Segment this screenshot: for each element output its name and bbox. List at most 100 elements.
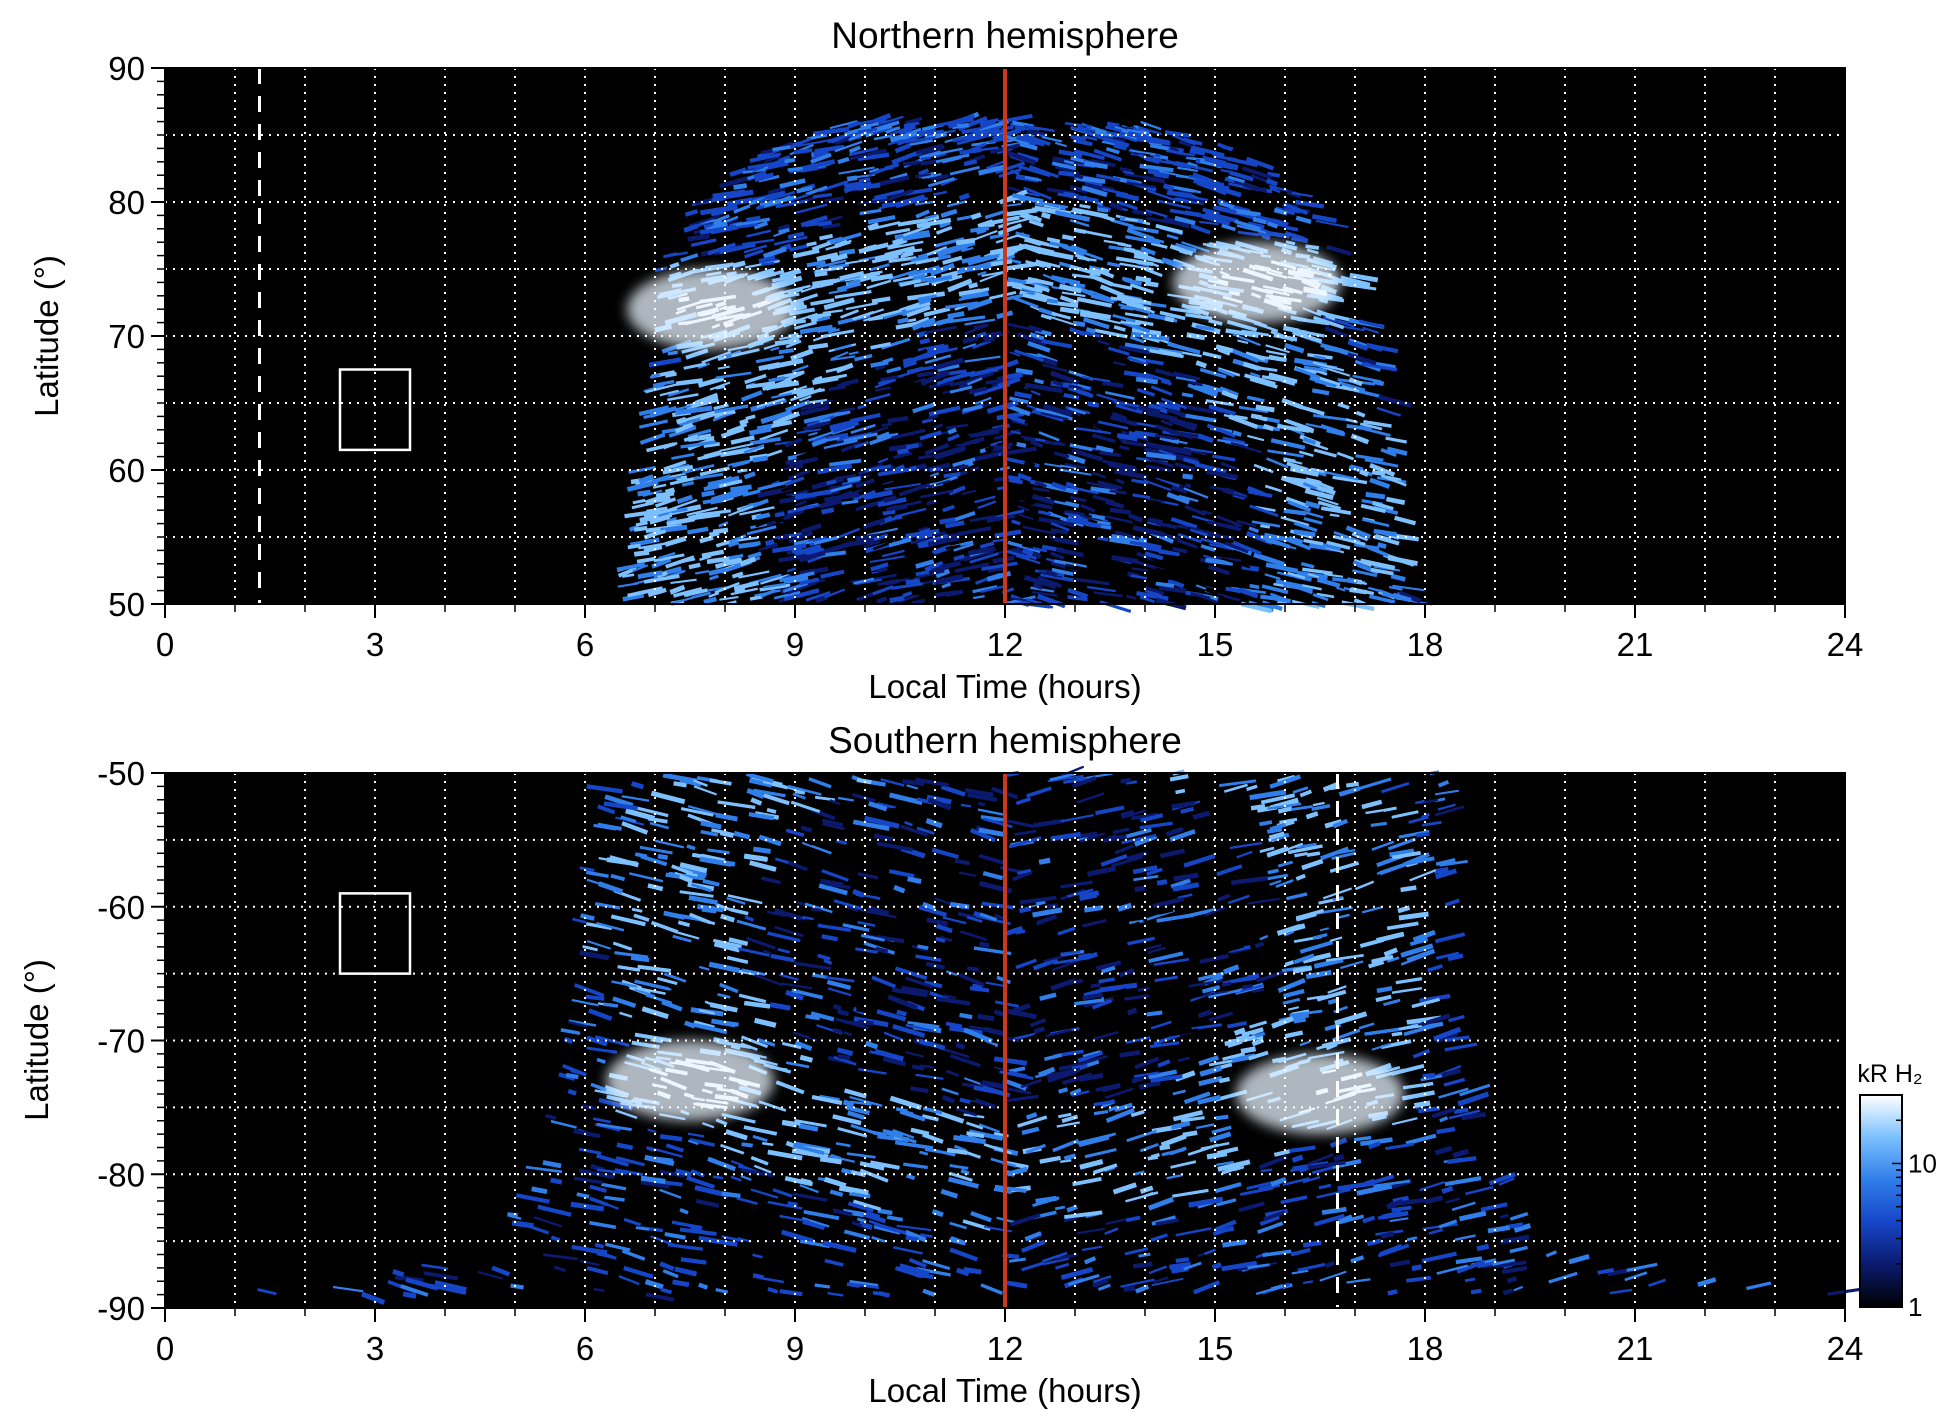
- emission-streak: [915, 559, 935, 569]
- emission-streak: [1004, 215, 1038, 226]
- emission-streak: [644, 494, 666, 504]
- emission-streak: [1026, 191, 1040, 197]
- emission-streak: [1124, 994, 1150, 1001]
- emission-streak: [967, 792, 998, 802]
- emission-streak: [1105, 1108, 1135, 1123]
- emission-streak: [922, 1106, 943, 1115]
- emission-streak: [1015, 367, 1033, 376]
- emission-streak: [1270, 329, 1294, 342]
- emission-streak: [1079, 1159, 1104, 1170]
- emission-streak: [969, 552, 999, 564]
- emission-streak: [645, 993, 673, 1005]
- emission-streak: [1250, 372, 1261, 378]
- emission-streak: [915, 1272, 934, 1279]
- emission-streak: [1171, 579, 1185, 588]
- emission-streak: [1135, 1284, 1150, 1294]
- emission-streak: [966, 1121, 984, 1130]
- emission-streak: [598, 857, 621, 864]
- emission-streak: [1284, 207, 1300, 214]
- emission-streak: [1313, 957, 1344, 969]
- emission-streak: [1316, 496, 1339, 506]
- emission-streak: [1419, 993, 1451, 1003]
- emission-streak: [730, 435, 755, 445]
- emission-streak: [732, 460, 751, 468]
- emission-streak: [1066, 517, 1102, 529]
- emission-streak: [760, 876, 782, 885]
- emission-streak: [1017, 234, 1050, 246]
- emission-streak: [1153, 958, 1190, 966]
- emission-streak: [826, 479, 837, 486]
- emission-streak: [1155, 223, 1183, 235]
- emission-streak: [1065, 566, 1092, 572]
- emission-streak: [935, 936, 946, 943]
- emission-streak: [615, 1109, 638, 1119]
- emission-streak: [866, 527, 898, 537]
- emission-streak: [1262, 423, 1275, 432]
- y-tick-label: 80: [108, 184, 145, 221]
- emission-streak: [1211, 150, 1225, 158]
- emission-streak: [864, 392, 891, 403]
- emission-streak: [992, 440, 1014, 451]
- emission-streak: [1370, 821, 1388, 827]
- emission-streak: [923, 980, 943, 989]
- emission-streak: [948, 1171, 973, 1182]
- emission-streak: [663, 972, 687, 983]
- emission-streak: [897, 471, 908, 478]
- emission-streak: [1015, 554, 1041, 565]
- emission-streak: [787, 319, 806, 326]
- emission-streak: [1100, 270, 1115, 279]
- emission-streak: [901, 985, 929, 994]
- emission-streak: [948, 315, 986, 324]
- emission-streak: [685, 587, 702, 598]
- emission-streak: [1023, 575, 1057, 590]
- emission-streak: [1171, 484, 1188, 494]
- emission-streak: [819, 1156, 842, 1165]
- emission-streak: [947, 311, 965, 319]
- emission-streak: [1391, 1205, 1412, 1212]
- emission-streak: [1359, 558, 1396, 571]
- emission-streak: [1003, 261, 1038, 271]
- emission-streak: [753, 788, 786, 798]
- emission-streak: [775, 199, 808, 209]
- emission-streak: [927, 479, 951, 489]
- emission-streak: [794, 961, 832, 971]
- emission-streak: [639, 845, 673, 855]
- emission-streak: [857, 1217, 867, 1223]
- emission-streak: [1198, 1055, 1220, 1066]
- emission-streak: [1291, 191, 1313, 198]
- emission-streak: [1239, 996, 1251, 1002]
- emission-streak: [910, 255, 929, 263]
- emission-streak: [1170, 516, 1198, 530]
- emission-streak: [885, 227, 911, 236]
- emission-streak: [899, 1263, 930, 1276]
- emission-streak: [904, 116, 923, 125]
- emission-streak: [1365, 491, 1386, 500]
- emission-streak: [1284, 203, 1308, 215]
- emission-streak: [1147, 497, 1165, 503]
- emission-streak: [800, 523, 822, 534]
- emission-streak: [1240, 601, 1272, 614]
- emission-streak: [973, 1085, 999, 1095]
- emission-streak: [805, 220, 832, 227]
- emission-streak: [892, 1024, 926, 1038]
- emission-streak: [953, 543, 974, 552]
- emission-streak: [1264, 573, 1281, 580]
- emission-streak: [910, 348, 928, 359]
- emission-streak: [754, 513, 782, 528]
- emission-streak: [1097, 207, 1109, 213]
- emission-streak: [858, 186, 869, 191]
- emission-streak: [622, 593, 645, 602]
- emission-streak: [1288, 535, 1304, 545]
- emission-streak: [749, 595, 763, 601]
- emission-streak: [856, 1007, 867, 1013]
- emission-streak: [967, 252, 1000, 266]
- emission-streak: [1447, 953, 1464, 962]
- emission-streak: [857, 152, 890, 162]
- emission-streak: [600, 1182, 627, 1191]
- emission-streak: [840, 309, 859, 319]
- emission-streak: [1220, 461, 1238, 471]
- emission-streak: [1172, 1110, 1204, 1122]
- emission-streak: [646, 506, 668, 513]
- emission-streak: [477, 1270, 504, 1280]
- emission-streak: [1311, 804, 1331, 811]
